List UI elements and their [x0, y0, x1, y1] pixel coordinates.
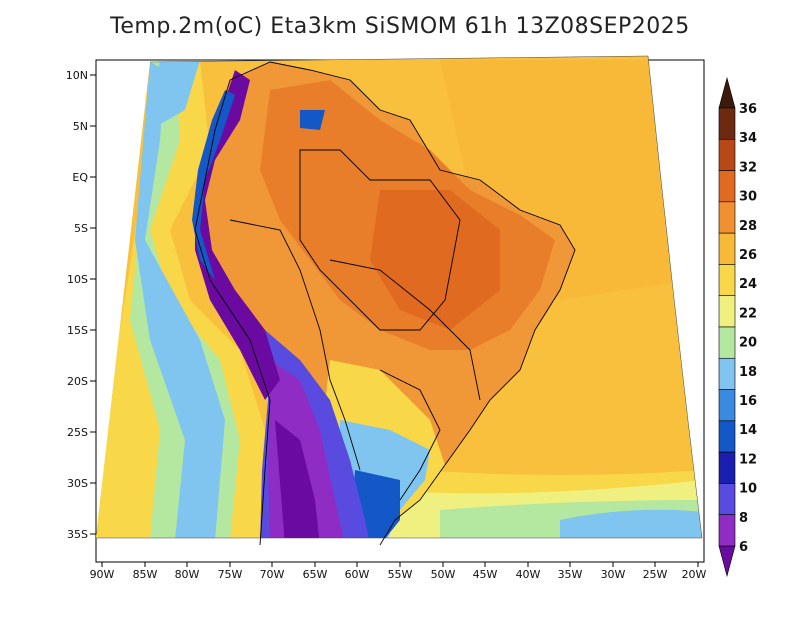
colorbar-label: 12 — [739, 452, 757, 467]
colorbar-box — [718, 420, 736, 453]
colorbar-label: 8 — [739, 511, 748, 526]
state-line-2 — [329, 259, 481, 401]
colorbar-box — [718, 201, 736, 234]
lat-label: 15S — [67, 324, 88, 337]
colorbar-label: 14 — [739, 423, 757, 438]
domain-outline — [96, 55, 703, 539]
country-border-south — [379, 369, 441, 501]
colorbar-max-triangle — [718, 76, 736, 109]
lon-label: 25W — [643, 568, 668, 581]
lat-label: 20S — [67, 375, 88, 388]
colorbar-label: 30 — [739, 190, 757, 205]
colorbar-label: 20 — [739, 336, 757, 351]
lon-label: 35W — [558, 568, 583, 581]
pacific-north-cool — [150, 60, 200, 130]
colorbar-label: 28 — [739, 219, 757, 234]
colorbar-label: 6 — [739, 540, 748, 555]
colorbar-label: 34 — [739, 131, 757, 146]
colorbar-min-triangle — [718, 545, 736, 578]
lon-label: 65W — [303, 568, 328, 581]
colorbar-box — [718, 138, 736, 171]
andes-cordillera — [195, 70, 280, 400]
lon-label: 70W — [260, 568, 285, 581]
colorbar-box — [718, 232, 736, 265]
brazil-state-lines — [299, 149, 461, 331]
venezuela-highland — [300, 110, 325, 130]
colorbar-box — [718, 107, 736, 140]
lon-label: 50W — [431, 568, 456, 581]
lat-label: 35S — [67, 528, 88, 541]
lat-label: EQ — [72, 171, 88, 184]
lat-label: 10N — [66, 69, 88, 82]
lat-label: 5S — [74, 222, 88, 235]
colorbar-label: 22 — [739, 306, 757, 321]
colorbar-box — [718, 514, 736, 547]
axis-ticks — [90, 74, 699, 567]
colorbar-box — [718, 295, 736, 328]
colorbar-label: 26 — [739, 248, 757, 263]
colorbar-box — [718, 264, 736, 297]
lon-label: 20W — [682, 568, 707, 581]
colorbar-label: 18 — [739, 365, 757, 380]
colorbar-box — [718, 170, 736, 203]
lon-label: 55W — [388, 568, 413, 581]
atlantic-coastline — [229, 61, 576, 546]
colorbar-label: 36 — [739, 102, 757, 117]
colorbar-box — [718, 326, 736, 359]
lat-label: 5N — [73, 120, 88, 133]
longitude-labels: 90W 85W 80W 75W 70W 65W 60W 55W 50W 45W … — [90, 568, 707, 581]
ocean-band-18 — [560, 509, 702, 538]
pacific-band-18 — [135, 62, 225, 538]
pacific-coastline — [194, 79, 271, 546]
latitude-labels: 10N 5N EQ 5S 10S 15S 20S 25S 30S 35S — [66, 69, 89, 541]
andes-west-slope — [192, 90, 235, 280]
colorbar-box — [718, 483, 736, 516]
colorbar-label: 10 — [739, 482, 757, 497]
lon-label: 60W — [345, 568, 370, 581]
colorbar-box — [718, 389, 736, 422]
colorbar-label: 32 — [739, 160, 757, 175]
boundaries — [194, 61, 576, 546]
lon-label: 30W — [601, 568, 626, 581]
colorbar-box — [718, 357, 736, 390]
country-border-west — [229, 219, 361, 471]
lon-label: 40W — [516, 568, 541, 581]
colorbar-label: 24 — [739, 277, 757, 292]
colorbar-label: 16 — [739, 394, 757, 409]
map-title: Temp.2m(oC) Eta3km SiSMOM 61h 13Z08SEP20… — [110, 14, 690, 39]
andes-south-coldest — [275, 420, 320, 538]
lon-label: 75W — [218, 568, 243, 581]
lat-label: 10S — [67, 273, 88, 286]
colorbar: 6 8 10 12 14 16 18 20 22 24 26 28 30 32 34 36 — [718, 76, 757, 578]
central-brazil-hottest — [370, 190, 500, 330]
lon-label: 85W — [133, 568, 158, 581]
lon-label: 80W — [175, 568, 200, 581]
temperature-field — [96, 56, 702, 538]
lat-label: 25S — [67, 426, 88, 439]
lat-label: 30S — [67, 477, 88, 490]
colorbar-box — [718, 451, 736, 484]
lon-label: 90W — [90, 568, 115, 581]
lon-label: 45W — [473, 568, 498, 581]
